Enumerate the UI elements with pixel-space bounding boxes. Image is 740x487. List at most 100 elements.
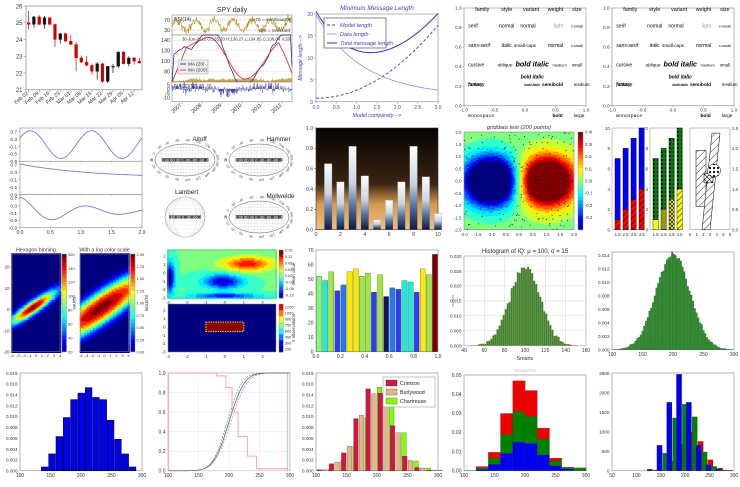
svg-text:0.0: 0.0 <box>516 232 523 237</box>
svg-text:-3: -3 <box>162 295 166 300</box>
svg-text:0: 0 <box>315 232 318 238</box>
svg-text:10: 10 <box>307 56 313 62</box>
svg-text:3.0: 3.0 <box>435 105 442 111</box>
svg-text:-1: -1 <box>162 278 166 283</box>
svg-text:0: 0 <box>607 227 610 232</box>
svg-text:300: 300 <box>582 473 591 479</box>
svg-text:Burlywood: Burlywood <box>400 390 425 396</box>
svg-text:20: 20 <box>224 158 228 162</box>
svg-text:0.8: 0.8 <box>159 391 166 397</box>
svg-text:Smarts: Smarts <box>517 355 534 361</box>
svg-text:4: 4 <box>363 232 366 238</box>
svg-text:2.5: 2.5 <box>414 105 421 111</box>
svg-text:0.03: 0.03 <box>452 411 462 417</box>
svg-text:0.3: 0.3 <box>10 137 17 143</box>
svg-text:Total message length: Total message length <box>340 41 393 47</box>
svg-text:100: 100 <box>312 473 321 479</box>
svg-text:0.4: 0.4 <box>361 354 368 360</box>
svg-text:200: 200 <box>681 473 690 479</box>
svg-text:1.0: 1.0 <box>306 126 313 132</box>
svg-text:serif: serif <box>616 24 626 30</box>
svg-text:MA (200): MA (200) <box>188 68 207 73</box>
svg-text:family: family <box>623 7 637 13</box>
svg-text:style: style <box>501 7 512 13</box>
svg-text:<30 = oversold: <30 = oversold <box>258 28 290 34</box>
svg-text:300: 300 <box>286 473 295 479</box>
svg-text:200: 200 <box>225 473 234 479</box>
svg-text:SPY daily: SPY daily <box>217 7 248 14</box>
svg-text:-0.12: -0.12 <box>585 190 592 195</box>
svg-text:0.16: 0.16 <box>285 247 294 252</box>
svg-text:bold italic: bold italic <box>524 83 540 87</box>
svg-text:bold italic: bold italic <box>516 60 550 69</box>
svg-text:0.0: 0.0 <box>603 103 610 108</box>
svg-text:23: 23 <box>16 55 23 61</box>
svg-text:250: 250 <box>551 473 560 479</box>
svg-text:weight: weight <box>695 7 712 13</box>
svg-text:10: 10 <box>643 126 649 131</box>
svg-text:70: 70 <box>164 18 170 24</box>
svg-text:2.0: 2.0 <box>455 130 462 135</box>
svg-text:2.0: 2.0 <box>571 232 578 237</box>
svg-text:sans-serif: sans-serif <box>616 43 638 49</box>
svg-text:1.0: 1.0 <box>455 6 462 11</box>
svg-text:4.5: 4.5 <box>677 232 684 237</box>
svg-text:normal: normal <box>668 24 683 30</box>
svg-text:0.8: 0.8 <box>603 25 610 30</box>
svg-text:0.004: 0.004 <box>302 447 314 452</box>
svg-text:0.014: 0.014 <box>598 253 610 258</box>
svg-text:0.002: 0.002 <box>302 458 314 463</box>
svg-text:>70 = overbought: >70 = overbought <box>252 17 290 23</box>
svg-text:0.36: 0.36 <box>585 142 592 147</box>
svg-text:normal: normal <box>696 43 711 49</box>
svg-text:10: 10 <box>605 126 611 131</box>
svg-text:50: 50 <box>308 276 314 282</box>
svg-text:0.015: 0.015 <box>450 298 462 303</box>
svg-text:0.0: 0.0 <box>670 107 677 112</box>
svg-text:15: 15 <box>307 34 313 40</box>
svg-text:medium: medium <box>722 82 738 87</box>
svg-text:200: 200 <box>373 473 382 479</box>
svg-text:0.6: 0.6 <box>455 45 462 50</box>
svg-text:150: 150 <box>194 473 203 479</box>
svg-text:medium: medium <box>574 82 590 87</box>
svg-text:0.000: 0.000 <box>450 343 462 348</box>
svg-text:1000: 1000 <box>599 430 610 435</box>
svg-text:8: 8 <box>607 146 610 151</box>
svg-text:Crimson: Crimson <box>400 381 420 387</box>
svg-text:bold: bold <box>701 113 711 119</box>
svg-text:100: 100 <box>161 59 170 65</box>
svg-text:-1: -1 <box>162 332 166 337</box>
svg-text:Hexagon binning: Hexagon binning <box>16 247 56 253</box>
svg-text:50: 50 <box>609 473 615 479</box>
svg-text:x-small: x-small <box>719 44 731 48</box>
svg-text:family: family <box>475 7 489 13</box>
svg-text:1.75: 1.75 <box>137 264 146 269</box>
svg-text:small: small <box>572 63 582 68</box>
svg-text:fantasy: fantasy <box>468 83 483 88</box>
svg-text:20: 20 <box>68 349 73 354</box>
svg-text:-2.0: -2.0 <box>460 232 468 237</box>
svg-text:2500: 2500 <box>599 371 610 376</box>
svg-text:-0.5: -0.5 <box>501 232 509 237</box>
svg-text:-0.1: -0.1 <box>9 211 18 217</box>
svg-text:light: light <box>702 24 712 30</box>
svg-text:normal: normal <box>647 24 662 30</box>
svg-text:-80: -80 <box>259 138 264 142</box>
svg-text:100: 100 <box>632 473 641 479</box>
svg-text:80: 80 <box>164 70 170 76</box>
svg-text:bold: bold <box>553 113 563 119</box>
svg-text:140: 140 <box>562 348 571 354</box>
svg-text:8: 8 <box>412 232 415 238</box>
svg-text:normal: normal <box>499 24 514 30</box>
svg-text:0.006: 0.006 <box>6 436 18 441</box>
svg-text:100: 100 <box>259 177 265 181</box>
svg-text:0.48: 0.48 <box>585 129 592 134</box>
svg-text:0.010: 0.010 <box>450 313 462 318</box>
svg-text:1.50: 1.50 <box>137 276 146 281</box>
svg-text:-0.5: -0.5 <box>9 185 18 191</box>
svg-text:-3: -3 <box>162 349 166 354</box>
svg-text:sans-serif: sans-serif <box>468 43 490 49</box>
svg-text:0.002: 0.002 <box>598 334 610 339</box>
svg-text:-2: -2 <box>162 341 166 346</box>
